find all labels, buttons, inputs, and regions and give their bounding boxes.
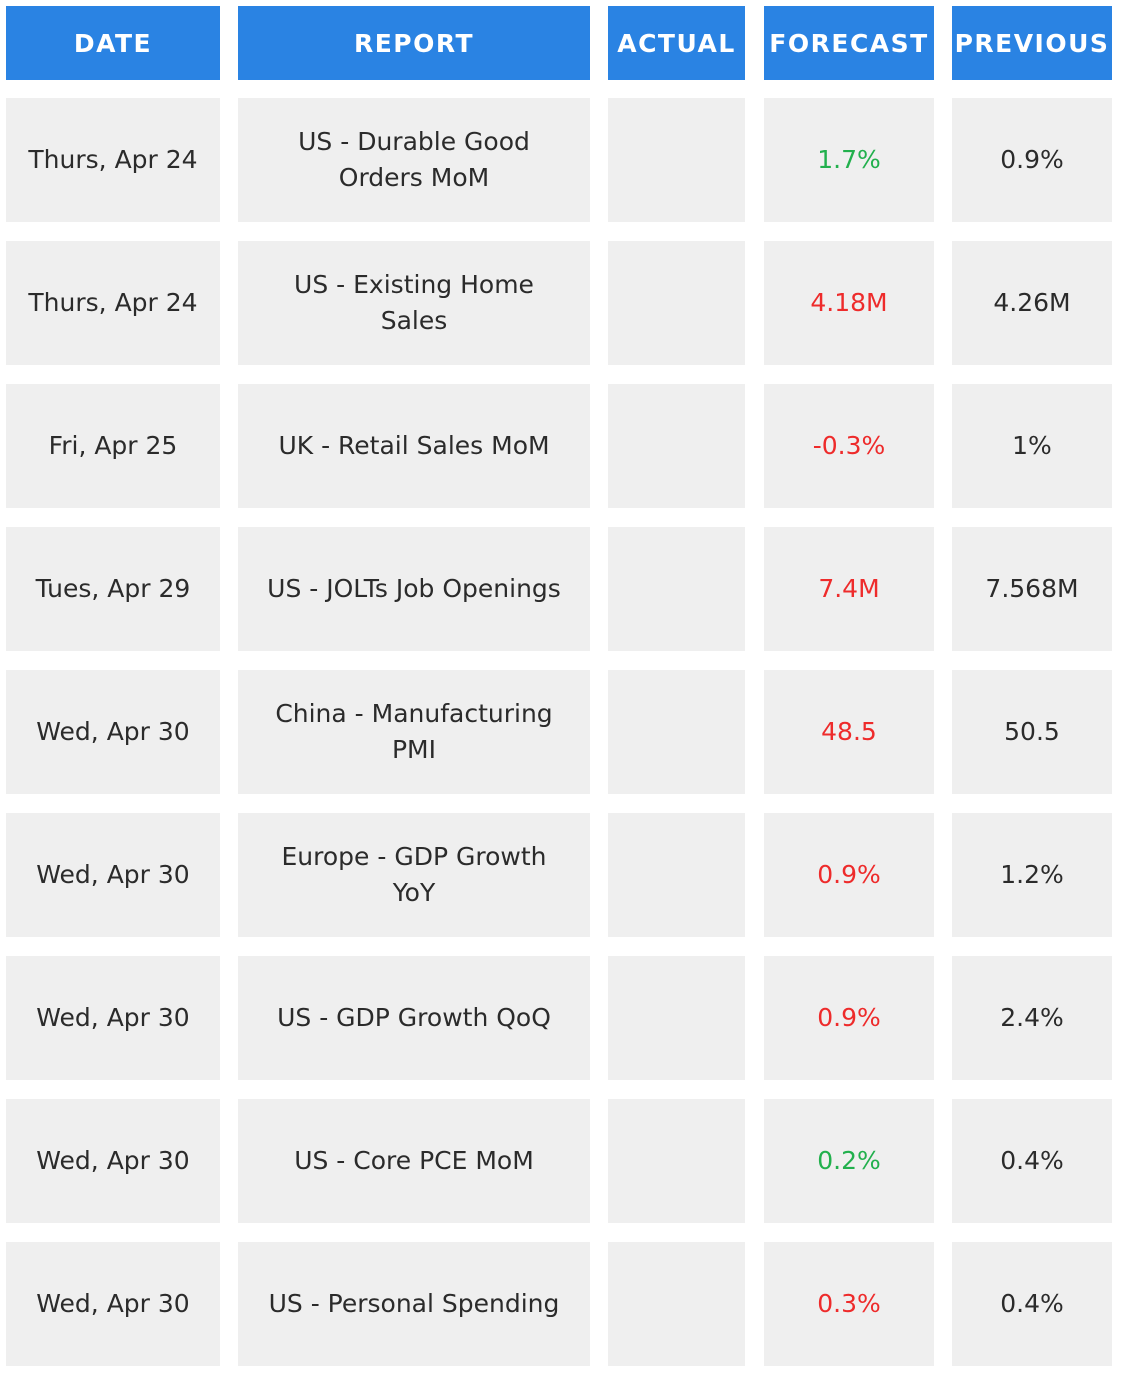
cell-actual [608,956,745,1080]
cell-previous: 0.4% [952,1099,1112,1223]
header-forecast: FORECAST [764,6,934,80]
cell-forecast: 1.7% [764,98,934,222]
cell-date: Thurs, Apr 24 [6,241,220,365]
cell-actual [608,384,745,508]
cell-date: Thurs, Apr 24 [6,98,220,222]
cell-forecast: 0.2% [764,1099,934,1223]
cell-report: China - Manufacturing PMI [238,670,590,794]
cell-report: US - Core PCE MoM [238,1099,590,1223]
cell-date: Fri, Apr 25 [6,384,220,508]
header-previous: PREVIOUS [952,6,1112,80]
cell-report: US - GDP Growth QoQ [238,956,590,1080]
cell-date: Wed, Apr 30 [6,1242,220,1366]
cell-report: US - Personal Spending [238,1242,590,1366]
cell-forecast: 4.18M [764,241,934,365]
cell-date: Wed, Apr 30 [6,956,220,1080]
cell-forecast: 0.9% [764,956,934,1080]
cell-actual [608,98,745,222]
cell-date: Wed, Apr 30 [6,1099,220,1223]
cell-report: Europe - GDP Growth YoY [238,813,590,937]
cell-previous: 2.4% [952,956,1112,1080]
cell-actual [608,1242,745,1366]
cell-previous: 0.4% [952,1242,1112,1366]
cell-date: Wed, Apr 30 [6,813,220,937]
cell-actual [608,241,745,365]
cell-report: US - JOLTs Job Openings [238,527,590,651]
cell-date: Tues, Apr 29 [6,527,220,651]
cell-report: US - Existing Home Sales [238,241,590,365]
cell-forecast: 7.4M [764,527,934,651]
cell-previous: 50.5 [952,670,1112,794]
cell-forecast: 48.5 [764,670,934,794]
header-report: REPORT [238,6,590,80]
cell-report: US - Durable Good Orders MoM [238,98,590,222]
header-actual: ACTUAL [608,6,745,80]
cell-actual [608,813,745,937]
cell-previous: 7.568M [952,527,1112,651]
cell-previous: 0.9% [952,98,1112,222]
cell-forecast: -0.3% [764,384,934,508]
cell-actual [608,670,745,794]
cell-date: Wed, Apr 30 [6,670,220,794]
cell-forecast: 0.3% [764,1242,934,1366]
cell-previous: 1% [952,384,1112,508]
header-date: DATE [6,6,220,80]
cell-forecast: 0.9% [764,813,934,937]
cell-actual [608,1099,745,1223]
cell-report: UK - Retail Sales MoM [238,384,590,508]
cell-previous: 1.2% [952,813,1112,937]
cell-previous: 4.26M [952,241,1112,365]
cell-actual [608,527,745,651]
